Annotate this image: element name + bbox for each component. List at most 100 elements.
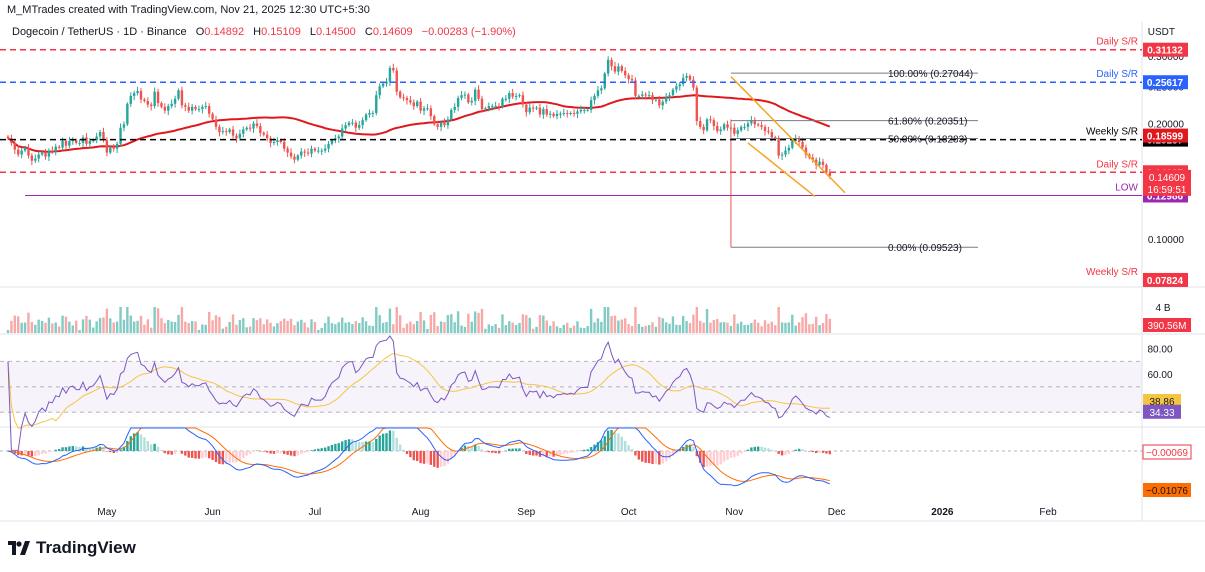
volume-bar (739, 321, 743, 333)
volume-bar (443, 322, 446, 333)
macd-value-label: −0.01076 (1146, 486, 1188, 497)
macd-histogram-bar (139, 434, 143, 451)
candle-body (160, 103, 163, 107)
macd-histogram-bar (695, 451, 699, 457)
macd-histogram-bar (473, 444, 477, 451)
volume-bar (334, 324, 337, 333)
macd-histogram-bar (487, 451, 491, 453)
macd-histogram-bar (528, 451, 531, 455)
macd-histogram-bar (392, 430, 395, 451)
fib-level-label: 61.80% (0.20351) (888, 117, 968, 128)
macd-histogram-bar (170, 451, 173, 455)
macd-histogram-bar (569, 451, 572, 453)
level-value-label: 0.31132 (1147, 46, 1183, 57)
candle-body (467, 94, 470, 103)
candle-body (504, 98, 508, 100)
macd-histogram-bar (753, 446, 756, 451)
ohlc-open: O0.14892 (196, 26, 244, 38)
ohlc-low-value: 0.14500 (316, 26, 356, 38)
candle-body (746, 123, 750, 127)
macd-histogram-bar (412, 451, 415, 461)
volume-bar (668, 323, 671, 333)
candle-body (487, 106, 491, 109)
volume-bar (593, 322, 596, 333)
macd-histogram-bar (521, 450, 525, 452)
symbol-legend[interactable]: Dogecoin / TetherUS · 1D · Binance O0.14… (12, 26, 516, 38)
candle-body (416, 101, 419, 107)
macd-histogram-bar (405, 451, 409, 454)
volume-bar (487, 324, 491, 333)
candle-body (644, 94, 647, 96)
volume-bar (170, 321, 173, 333)
macd-histogram-bar (416, 451, 419, 461)
macd-histogram-bar (651, 451, 654, 465)
macd-histogram-bar (126, 441, 129, 451)
candle-body (51, 150, 54, 152)
macd-histogram-bar (627, 445, 630, 451)
candle-body (548, 113, 552, 115)
candle-body (624, 71, 627, 76)
macd-histogram-bar (225, 451, 228, 465)
volume-bar (180, 307, 184, 333)
price-tick-label: 0.20000 (1148, 119, 1185, 130)
volume-bar (207, 312, 211, 333)
volume-bar (190, 321, 194, 333)
candle-body (340, 128, 344, 137)
candle-body (218, 126, 221, 133)
volume-bar (109, 318, 112, 333)
candle-body (497, 106, 501, 108)
macd-histogram-bar (248, 451, 252, 454)
candle-body (412, 102, 415, 107)
volume-bar (695, 307, 699, 333)
macd-histogram-bar (187, 451, 190, 458)
macd-histogram-bar (664, 451, 668, 462)
candle-body (150, 104, 153, 107)
volume-bar (450, 314, 453, 333)
macd-histogram-bar (23, 451, 27, 455)
candle-body (555, 113, 559, 117)
volume-bar (225, 326, 228, 333)
ohlc-low: L0.14500 (310, 26, 356, 38)
candle-body (180, 90, 184, 106)
candle-body (95, 136, 98, 141)
candle-body (828, 172, 832, 176)
candle-body (559, 113, 562, 115)
ohlc-high-value: 0.15109 (261, 26, 301, 38)
time-axis-label: Aug (412, 507, 430, 518)
macd-histogram-bar (426, 451, 429, 464)
ma-value-label: 0.18599 (1147, 132, 1184, 143)
candle-body (354, 122, 358, 128)
candle-body (531, 107, 535, 109)
volume-bar (388, 308, 392, 333)
candle-body (255, 123, 259, 127)
volume-bar (85, 315, 88, 333)
macd-histogram-bar (757, 446, 760, 451)
candle-body (491, 106, 494, 108)
candle-body (85, 137, 88, 144)
macd-histogram-bar (641, 451, 644, 462)
volume-bar (272, 326, 276, 333)
symbol-name[interactable]: Dogecoin / TetherUS · 1D · Binance (12, 26, 187, 38)
macd-histogram-bar (214, 451, 218, 463)
macd-histogram-bar (808, 451, 811, 452)
volume-bar (664, 322, 668, 333)
volume-bar (688, 323, 692, 333)
macd-histogram-bar (671, 451, 675, 456)
volume-bar (416, 321, 419, 333)
macd-histogram-bar (589, 446, 593, 451)
macd-histogram-bar (269, 451, 272, 454)
macd-histogram-bar (733, 451, 736, 458)
macd-histogram-bar (68, 446, 71, 451)
macd-histogram-bar (211, 451, 214, 460)
candle-body (613, 66, 617, 72)
macd-histogram-bar (542, 451, 545, 457)
volume-bar (221, 328, 225, 333)
candle-body (364, 114, 368, 121)
tradingview-logo[interactable]: TradingView (8, 538, 136, 558)
candle-body (92, 140, 95, 142)
ma-value-badge (1143, 128, 1188, 143)
candle-body (630, 79, 634, 81)
candle-body (167, 106, 170, 111)
macd-histogram-bar (317, 448, 320, 451)
